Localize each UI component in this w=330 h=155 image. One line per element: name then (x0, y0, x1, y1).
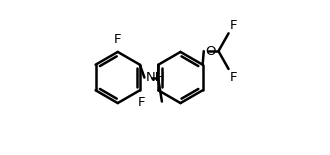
Text: F: F (229, 19, 237, 32)
Text: F: F (138, 96, 145, 109)
Text: NH: NH (146, 71, 165, 84)
Text: F: F (114, 33, 121, 46)
Text: O: O (205, 45, 216, 58)
Text: F: F (229, 71, 237, 84)
